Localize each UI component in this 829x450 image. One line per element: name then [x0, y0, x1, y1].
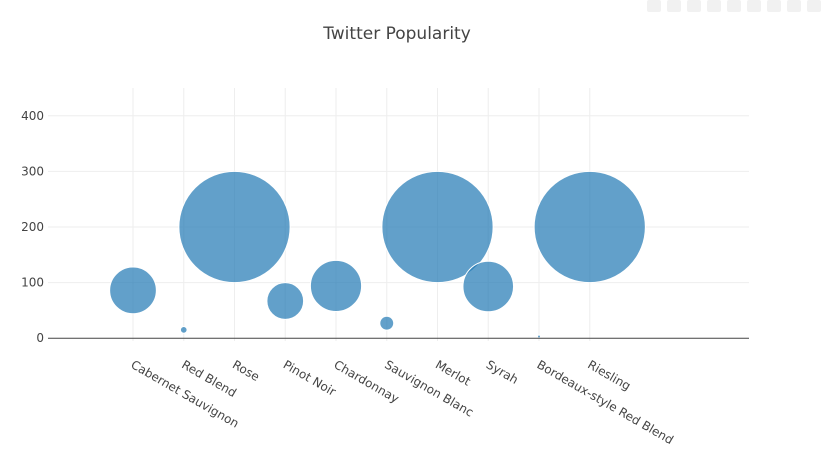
autoscale-icon[interactable]	[787, 0, 801, 12]
bubble-point[interactable]	[309, 259, 363, 313]
bubble-point[interactable]	[178, 170, 291, 284]
box-select-icon[interactable]	[707, 0, 721, 12]
chart-toolbar	[647, 0, 821, 14]
x-tick-label: Merlot	[433, 357, 473, 388]
bubble-point[interactable]	[462, 260, 515, 313]
bubble-point[interactable]	[109, 266, 157, 315]
zoom-icon[interactable]	[667, 0, 681, 12]
bubble-point[interactable]	[533, 170, 646, 284]
bubble-series	[109, 170, 646, 339]
x-tick-label: Syrah	[484, 357, 521, 386]
y-tick-label: 200	[21, 220, 44, 234]
reset-axes-icon[interactable]	[807, 0, 821, 12]
zoom-in-icon[interactable]	[747, 0, 761, 12]
lasso-icon[interactable]	[727, 0, 741, 12]
y-tick-label: 400	[21, 109, 44, 123]
x-tick-label: Sauvignon Blanc	[382, 357, 476, 419]
bubble-point[interactable]	[537, 334, 541, 339]
bubble-point[interactable]	[381, 170, 494, 284]
chart-title: Twitter Popularity	[322, 24, 471, 44]
camera-icon[interactable]	[647, 0, 661, 12]
zoom-out-icon[interactable]	[767, 0, 781, 12]
pan-icon[interactable]	[687, 0, 701, 12]
y-tick-label: 100	[21, 276, 44, 290]
bubble-point[interactable]	[379, 315, 395, 331]
bubble-point[interactable]	[179, 326, 188, 334]
bubble-point[interactable]	[266, 282, 305, 320]
x-tick-label: Pinot Noir	[281, 357, 339, 398]
x-tick-label: Rose	[230, 357, 262, 384]
y-tick-label: 300	[21, 164, 44, 178]
y-tick-label: 0	[36, 331, 44, 345]
